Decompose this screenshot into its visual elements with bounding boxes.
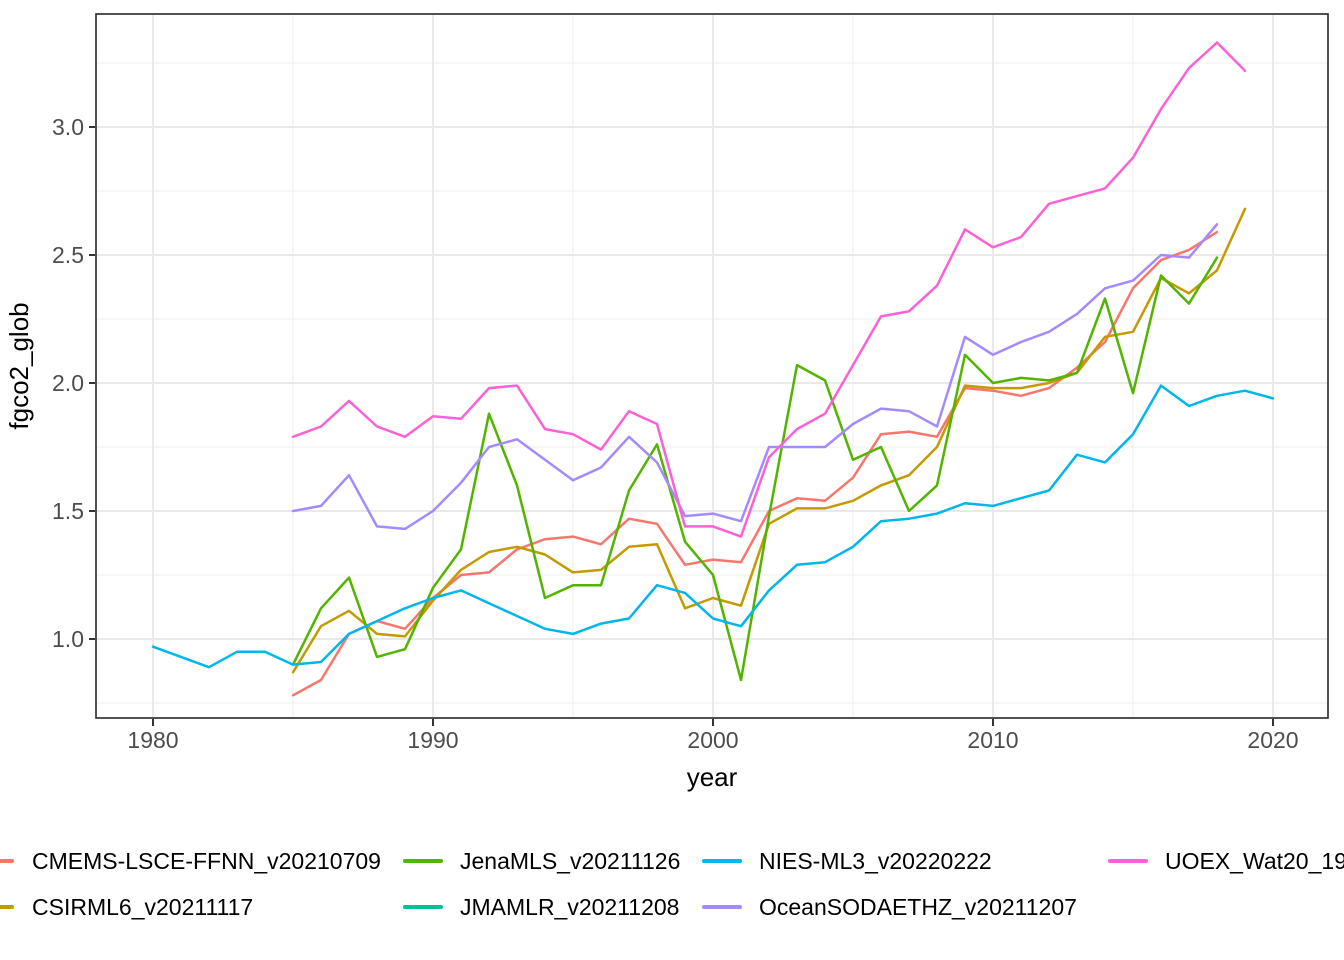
x-tick-label: 2000 <box>687 727 738 753</box>
legend-label: CSIRML6_v20211117 <box>32 894 254 920</box>
legend-key-NIES-ML3_v20220222 <box>702 859 742 863</box>
x-tick-label: 1990 <box>407 727 458 753</box>
series-line-NIES-ML3_v20220222 <box>151 384 1275 669</box>
y-tick-label: 1.0 <box>52 626 84 652</box>
legend-label: OceanSODAETHZ_v20211207 <box>759 894 1077 920</box>
legend-key-OceanSODAETHZ_v20211207 <box>702 905 742 909</box>
y-tick-label: 3.0 <box>52 114 84 140</box>
y-axis-title: fgco2_glob <box>4 302 34 429</box>
series-line-CSIRML6_v20211117 <box>291 207 1247 674</box>
series-line-CMEMS-LSCE-FFNN_v20210709 <box>291 230 1219 697</box>
legend-key-JMAMLR_v20211208 <box>403 905 443 909</box>
series-line-OceanSODAETHZ_v20211207 <box>291 223 1219 531</box>
x-axis-title: year <box>687 762 738 792</box>
legend-key-UOEX_Wat20_19 <box>1108 859 1148 863</box>
x-tick-label: 2020 <box>1247 727 1298 753</box>
series-line-UOEX_Wat20_19 <box>291 41 1247 538</box>
panel-border <box>95 13 1329 719</box>
legend-label: JenaMLS_v20211126 <box>460 848 681 874</box>
legend-key-CMEMS-LSCE-FFNN_v20210709 <box>0 859 14 863</box>
legend-key-CSIRML6_v20211117 <box>0 905 14 909</box>
legend-key-JenaMLS_v20211126 <box>403 859 443 863</box>
x-tick-label: 1980 <box>127 727 178 753</box>
series-line-JenaMLS_v20211126 <box>291 256 1219 682</box>
legend-label: UOEX_Wat20_19 <box>1165 848 1344 874</box>
y-tick-label: 2.0 <box>52 370 84 396</box>
y-tick-label: 1.5 <box>52 498 84 524</box>
legend-label: NIES-ML3_v20220222 <box>759 848 992 874</box>
line-chart: 1980 1990 2000 2010 2020 3.0 2.5 2.0 1.5 1.0 year f… <box>4 13 1329 792</box>
y-tick-label: 2.5 <box>52 242 84 268</box>
legend-label: JMAMLR_v20211208 <box>460 894 680 920</box>
legend-label: CMEMS-LSCE-FFNN_v20210709 <box>32 848 381 874</box>
x-tick-label: 2010 <box>967 727 1018 753</box>
